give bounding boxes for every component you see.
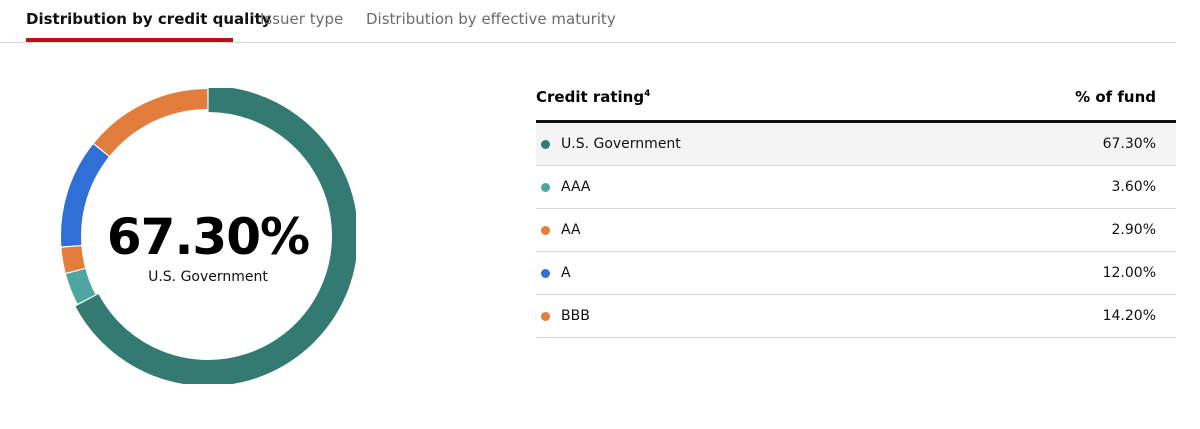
donut-center-value: 67.30% <box>106 208 310 266</box>
legend-dot <box>541 269 550 278</box>
donut-slice-u-s-government[interactable] <box>75 88 356 384</box>
table-row[interactable]: AAA 3.60% <box>536 166 1176 209</box>
credit-rating-header: Credit rating4 <box>536 88 650 106</box>
rating-label: A <box>561 265 571 281</box>
rating-percent: 14.20% <box>1102 308 1156 324</box>
legend-dot <box>541 226 550 235</box>
tab-effective-maturity[interactable]: Distribution by effective maturity <box>366 10 616 28</box>
footnote-marker[interactable]: 4 <box>644 89 651 99</box>
percent-of-fund-header: % of fund <box>1075 88 1156 106</box>
rating-label: BBB <box>561 308 590 324</box>
credit-rating-table: Credit rating4 % of fund U.S. Government… <box>536 78 1176 338</box>
rating-label: AA <box>561 222 581 238</box>
rating-label: U.S. Government <box>561 136 681 152</box>
donut-center-label: U.S. Government <box>148 269 268 285</box>
table-body: U.S. Government 67.30% AAA 3.60% AA 2.90% A 12.… <box>536 123 1176 338</box>
donut-slice-bbb[interactable] <box>93 89 208 157</box>
legend-dot <box>541 140 550 149</box>
table-row[interactable]: BBB 14.20% <box>536 295 1176 338</box>
table-row[interactable]: U.S. Government 67.30% <box>536 123 1176 166</box>
tab-credit-quality[interactable]: Distribution by credit quality <box>26 10 272 28</box>
rating-label: AAA <box>561 179 591 195</box>
rating-percent: 67.30% <box>1102 136 1156 152</box>
legend-dot <box>541 312 550 321</box>
table-row[interactable]: A 12.00% <box>536 252 1176 295</box>
table-header: Credit rating4 % of fund <box>536 78 1176 123</box>
table-row[interactable]: AA 2.90% <box>536 209 1176 252</box>
rating-percent: 3.60% <box>1111 179 1156 195</box>
tab-issuer-type[interactable]: Issuer type <box>260 10 344 28</box>
legend-dot <box>541 183 550 192</box>
tab-bar: Distribution by credit quality Issuer ty… <box>0 0 1176 43</box>
rating-percent: 12.00% <box>1102 265 1156 281</box>
active-tab-indicator <box>26 38 233 42</box>
credit-rating-header-label: Credit rating <box>536 88 645 106</box>
rating-percent: 2.90% <box>1111 222 1156 238</box>
credit-quality-donut-chart <box>61 88 356 384</box>
donut-slice-aaa[interactable] <box>66 268 96 304</box>
donut-slice-aa[interactable] <box>61 245 86 273</box>
donut-slice-a[interactable] <box>61 144 109 247</box>
